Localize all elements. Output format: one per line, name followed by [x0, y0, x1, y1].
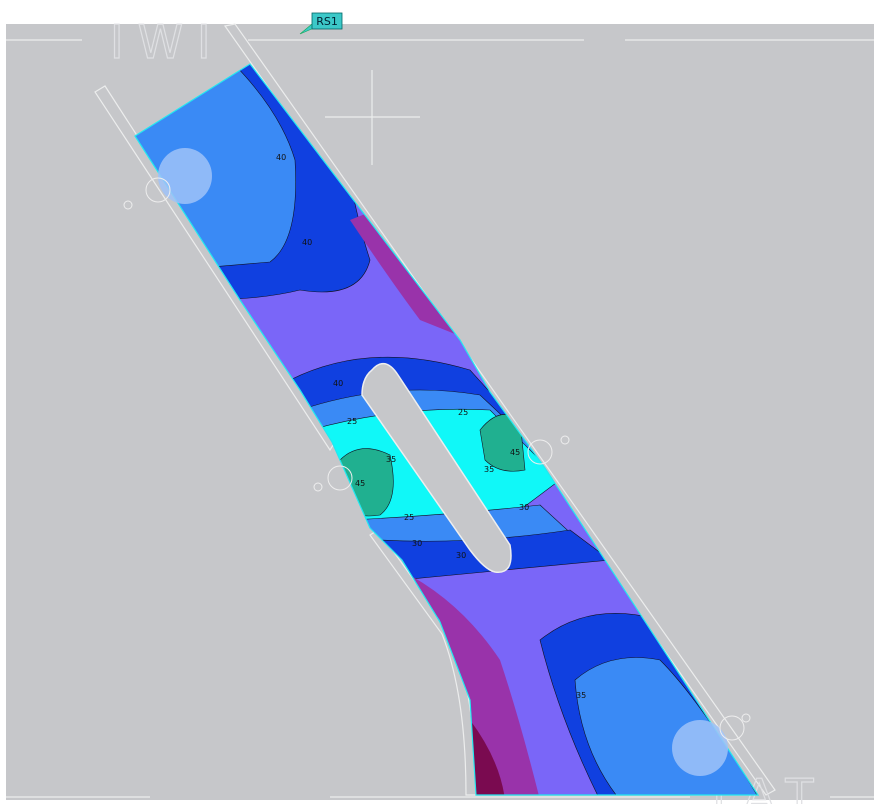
contour-label: 40 — [333, 379, 343, 388]
luminaires — [123, 177, 751, 741]
contour-label: 45 — [355, 479, 365, 488]
contour-label: 30 — [412, 539, 422, 548]
contour-label: 45 — [510, 448, 520, 457]
contour-label: 25 — [404, 513, 414, 522]
contour-label: 30 — [519, 503, 529, 512]
luminaire-glow — [158, 148, 728, 776]
contour-label: 40 — [302, 238, 312, 247]
contour-label: 25 — [458, 408, 468, 417]
background-label: IWI — [110, 15, 225, 69]
contour-label: 40 — [276, 153, 286, 162]
contour-label: 35 — [576, 691, 586, 700]
road-outline — [134, 63, 760, 796]
contour-label: 30 — [456, 551, 466, 560]
contour-label: 35 — [386, 455, 396, 464]
tag: RS1 — [299, 12, 343, 35]
contour-label: 35 — [484, 465, 494, 474]
contour-label: 25 — [347, 417, 357, 426]
tag-label: RS1 — [316, 15, 338, 28]
island — [361, 362, 512, 573]
contour-labels: 40 40 40 25 25 35 35 45 45 25 30 30 30 3… — [276, 153, 586, 700]
